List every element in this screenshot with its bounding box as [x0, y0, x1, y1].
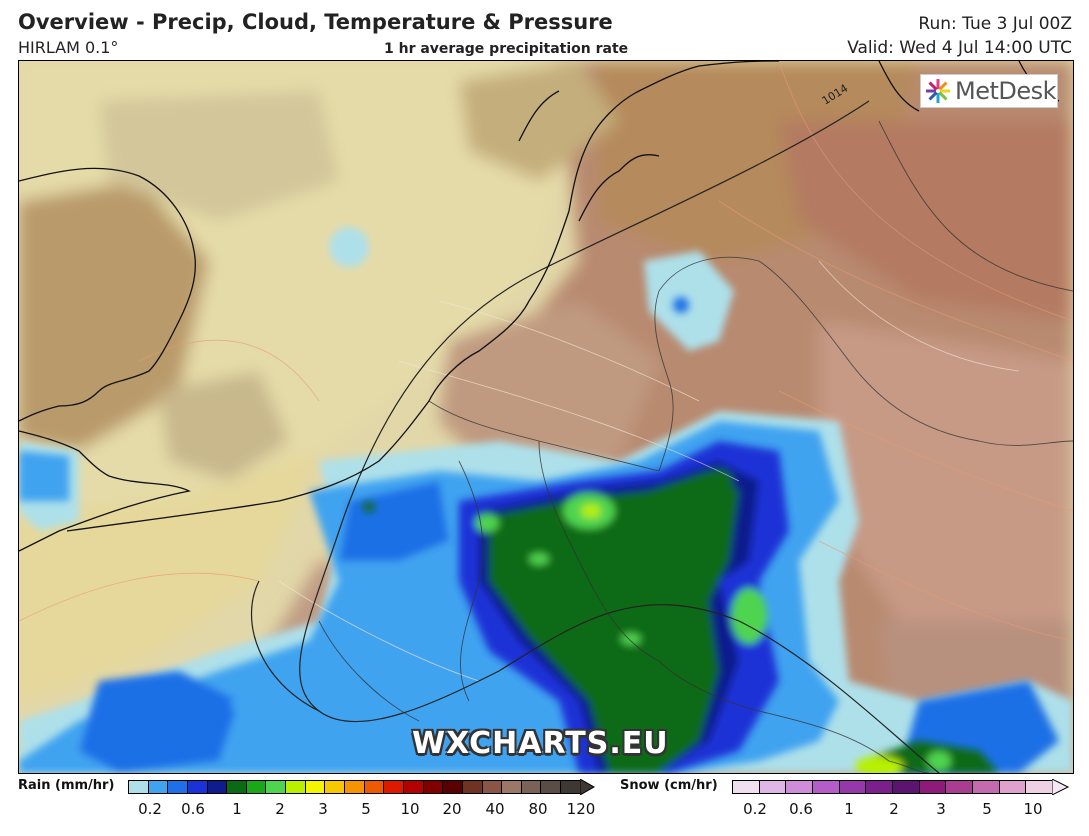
- snow-scale-arrow: [1052, 779, 1070, 795]
- logo-text: MetDesk: [955, 77, 1057, 105]
- rain-swatch: [384, 780, 404, 794]
- snow-swatch: [919, 780, 947, 794]
- rain-swatch: [561, 780, 581, 794]
- rain-tick: 0.2: [138, 800, 162, 818]
- rain-swatch: [207, 780, 228, 794]
- snow-legend-label: Snow (cm/hr): [620, 778, 718, 793]
- rain-swatch: [325, 780, 346, 794]
- rain-tick: 5: [361, 800, 371, 818]
- rain-swatch: [364, 780, 385, 794]
- snow-color-scale: [732, 780, 1053, 794]
- rain-color-scale: [128, 780, 581, 794]
- snow-tick: 0.2: [743, 800, 767, 818]
- valid-time: Valid: Wed 4 Jul 14:00 UTC: [847, 38, 1072, 58]
- rain-swatch: [148, 780, 169, 794]
- thickness-contours: [278, 260, 1020, 682]
- snow-tick-labels: 0.2 0.6 1 2 3 5 10: [0, 800, 1089, 820]
- snow-tick: 5: [982, 800, 992, 818]
- field-description: 1 hr average precipitation rate: [384, 41, 629, 57]
- rain-swatch: [286, 780, 306, 794]
- country-borders: [318, 120, 1073, 773]
- snow-tick: 2: [889, 800, 899, 818]
- snow-swatch: [812, 780, 840, 794]
- rain-swatch: [168, 780, 188, 794]
- snow-tick: 0.6: [789, 800, 813, 818]
- weather-map[interactable]: 1014: [18, 60, 1074, 774]
- rain-tick: 80: [528, 800, 548, 818]
- rain-swatch: [403, 780, 424, 794]
- rain-swatch: [423, 780, 444, 794]
- metdesk-logo-icon: [926, 79, 950, 103]
- snow-tick: 1: [844, 800, 854, 818]
- rain-tick-labels: 0.2 0.6 1 2 3 5 10 20 40 80 120: [0, 800, 1089, 820]
- metdesk-logo: MetDesk: [920, 74, 1058, 108]
- site-watermark: WXCHARTS.EU: [412, 726, 669, 761]
- snow-tick: 10: [1023, 800, 1043, 818]
- rain-swatch: [462, 780, 483, 794]
- rain-tick: 10: [400, 800, 420, 818]
- rain-tick: 120: [566, 800, 596, 818]
- snow-swatch: [759, 780, 787, 794]
- snow-swatch: [946, 780, 973, 794]
- rain-swatch: [502, 780, 522, 794]
- model-name: HIRLAM 0.1°: [18, 38, 119, 57]
- rain-swatch: [129, 780, 149, 794]
- rain-swatch: [345, 780, 365, 794]
- rain-tick: 40: [485, 800, 505, 818]
- rain-tick: 3: [318, 800, 328, 818]
- snow-swatch: [866, 780, 893, 794]
- snow-swatch: [733, 780, 760, 794]
- rain-scale-arrow: [580, 779, 596, 795]
- temperature-contours: [19, 61, 1073, 642]
- snow-swatch: [972, 780, 1000, 794]
- rain-swatch: [266, 780, 287, 794]
- rain-swatch: [443, 780, 463, 794]
- rain-tick: 2: [275, 800, 285, 818]
- rain-tick: 20: [442, 800, 462, 818]
- snow-tick: 3: [936, 800, 946, 818]
- run-time: Run: Tue 3 Jul 00Z: [918, 14, 1072, 34]
- rain-tick: 1: [232, 800, 242, 818]
- coastlines: [19, 61, 1060, 552]
- heavy-precip: [363, 441, 999, 773]
- snow-swatch: [839, 780, 867, 794]
- rain-swatch: [482, 780, 503, 794]
- rain-tick: 0.6: [181, 800, 205, 818]
- chart-title: Overview - Precip, Cloud, Temperature & …: [18, 10, 613, 34]
- rain-swatch: [305, 780, 326, 794]
- map-canvas: 1014: [19, 61, 1073, 773]
- rain-swatch: [227, 780, 247, 794]
- isobars: [251, 100, 940, 773]
- rain-swatch: [187, 780, 208, 794]
- snow-swatch: [999, 780, 1027, 794]
- rain-legend-label: Rain (mm/hr): [18, 778, 115, 793]
- rain-swatch: [521, 780, 542, 794]
- snow-swatch: [786, 780, 813, 794]
- snow-swatch: [1026, 780, 1053, 794]
- rain-swatch: [246, 780, 267, 794]
- snow-swatch: [892, 780, 920, 794]
- rain-swatch: [541, 780, 562, 794]
- temperature-shading: [19, 61, 1073, 773]
